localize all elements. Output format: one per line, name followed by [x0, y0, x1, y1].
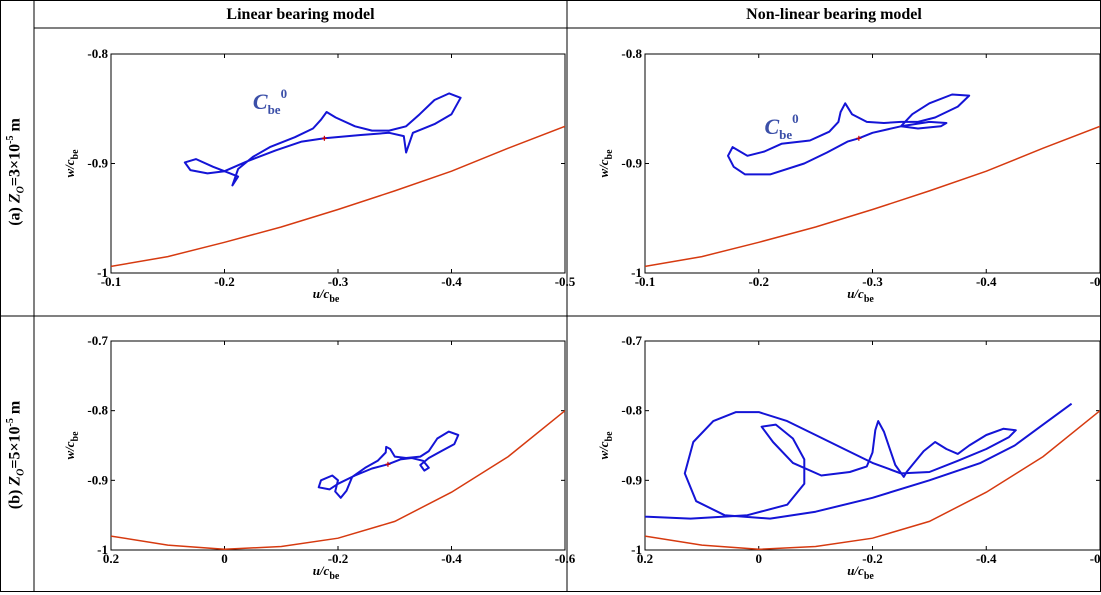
- y-tick-label: -1: [631, 265, 642, 280]
- chart-a-nonlinear: -0.1-0.2-0.3-0.4-0.5-0.8-0.9-1u/cbew/cbe…: [596, 46, 1101, 305]
- y-tick-label: -0.8: [621, 403, 642, 418]
- x-tick-label: -0.4: [976, 274, 997, 289]
- x-tick-label: -0.4: [441, 551, 462, 566]
- x-tick-label: 0: [756, 551, 763, 566]
- x-axis-label-sub: be: [329, 294, 340, 305]
- y-tick-label: -0.9: [87, 472, 108, 487]
- orbit-curve: [317, 430, 460, 499]
- x-tick-label: 0: [221, 551, 228, 566]
- y-tick-label: -0.8: [87, 403, 108, 418]
- x-tick-label: 0.2: [637, 551, 653, 566]
- annotation-main: C: [253, 89, 268, 114]
- y-axis-label-sub: be: [70, 431, 81, 442]
- annotation-sup: 0: [792, 111, 799, 126]
- orbit-curve: [727, 93, 971, 176]
- boundary-curve: [111, 410, 565, 550]
- y-axis-label: w/cbe: [62, 149, 81, 178]
- y-axis-label: w/cbe: [62, 431, 81, 460]
- y-tick-label: -0.8: [621, 46, 642, 61]
- boundary-curve: [111, 125, 565, 268]
- y-axis-label: w/cbe: [596, 149, 615, 178]
- y-tick-label: -1: [97, 542, 108, 557]
- x-tick-label: -0.3: [862, 274, 883, 289]
- plot-area-frame: [644, 53, 1101, 274]
- y-tick-label: -0.9: [621, 156, 642, 171]
- column-header-nonlinear: Non-linear bearing model: [746, 6, 922, 23]
- x-tick-label: -0.2: [214, 274, 235, 289]
- x-tick-label: -0.2: [862, 551, 883, 566]
- y-axis-label-sub: be: [70, 149, 81, 160]
- x-tick-label: -0.3: [328, 274, 349, 289]
- annotation-sup: 0: [281, 86, 288, 101]
- plot-area-frame: [110, 53, 566, 274]
- plot-area-frame: [110, 340, 566, 551]
- x-tick-label: 0.2: [103, 551, 119, 566]
- y-tick-label: -0.9: [87, 156, 108, 171]
- orbit-curve: [645, 402, 1073, 520]
- y-tick-label: -0.7: [621, 333, 642, 348]
- boundary-curve: [645, 410, 1100, 550]
- y-axis-label-sub: be: [604, 149, 615, 160]
- x-tick-label: -0.1: [635, 274, 656, 289]
- column-header-linear: Linear bearing model: [226, 6, 375, 23]
- annotation-sub: be: [268, 102, 281, 117]
- boundary-curve: [645, 125, 1100, 268]
- x-tick-label: -0.1: [101, 274, 122, 289]
- row-label-b: (b) ZO=5×10-5 m: [5, 400, 27, 510]
- chart-a-linear: -0.1 -0.2 -0.3 -0.4 -0.5-0.8-0.9-1u/cbew/cbe…: [62, 46, 576, 305]
- annotation-cbe0: Cbe0: [764, 111, 798, 142]
- y-axis-label: w/cbe: [596, 431, 615, 460]
- y-tick-label: -0.9: [621, 472, 642, 487]
- annotation-main: C: [764, 114, 779, 139]
- x-tick-label: -0.6: [1090, 551, 1101, 566]
- y-axis-label-sub: be: [604, 431, 615, 442]
- annotation-cbe0: Cbe0: [253, 86, 287, 117]
- orbit-curve: [183, 92, 462, 187]
- x-tick-label: -0.2: [328, 551, 349, 566]
- x-axis-label-sub: be: [864, 294, 875, 305]
- y-tick-label: -0.7: [87, 333, 108, 348]
- y-tick-label: -1: [631, 542, 642, 557]
- x-axis-label-sub: be: [864, 571, 875, 582]
- annotation-sub: be: [779, 127, 792, 142]
- x-tick-label: -0.4: [976, 551, 997, 566]
- x-tick-label: -0.2: [748, 274, 769, 289]
- row-label-a: (a) ZO=3×10-5 m: [5, 118, 27, 226]
- x-tick-label: -0.5: [1090, 274, 1101, 289]
- y-tick-label: -1: [97, 265, 108, 280]
- x-axis-label-sub: be: [329, 571, 340, 582]
- x-tick-label: -0.5: [555, 274, 576, 289]
- y-tick-label: -0.8: [87, 46, 108, 61]
- x-tick-label: -0.4: [441, 274, 462, 289]
- x-tick-label: -0.6: [555, 551, 576, 566]
